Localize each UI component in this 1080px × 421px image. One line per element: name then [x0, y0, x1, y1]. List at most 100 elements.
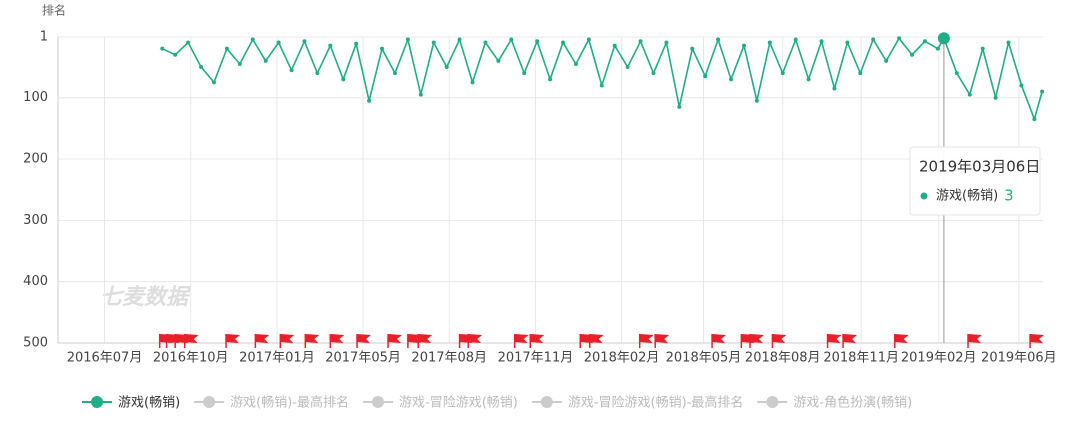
flag-cloth: [639, 334, 654, 343]
point: [211, 80, 216, 85]
point: [967, 92, 972, 97]
event-flag[interactable]: [842, 334, 858, 348]
point: [315, 71, 320, 76]
point: [496, 58, 501, 63]
point: [703, 74, 708, 79]
legend-item[interactable]: 游戏-冒险游戏(畅销): [363, 396, 518, 411]
point: [341, 77, 346, 82]
event-flag[interactable]: [387, 334, 403, 348]
event-flag[interactable]: [1029, 334, 1045, 348]
event-flag[interactable]: [967, 334, 983, 348]
marks: [160, 36, 1045, 122]
legend-item[interactable]: 游戏(畅销): [82, 396, 180, 411]
point: [690, 46, 695, 51]
x-tick-label: 2018年02月: [584, 351, 660, 366]
point: [250, 37, 255, 42]
tooltip-value: 3: [1004, 187, 1014, 205]
flag-cloth: [330, 334, 345, 343]
flag-cloth: [468, 334, 483, 343]
point: [858, 71, 863, 76]
point: [522, 71, 527, 76]
event-flag[interactable]: [467, 334, 483, 348]
legend-label: 游戏-冒险游戏(畅销): [399, 396, 518, 411]
point: [173, 52, 178, 57]
event-flag[interactable]: [749, 334, 764, 348]
event-flag[interactable]: [588, 334, 604, 348]
y-tick-label: 200: [23, 152, 48, 167]
legend-item[interactable]: 游戏-角色扮演(畅销): [757, 395, 912, 411]
legend-dot: [766, 396, 779, 408]
point: [780, 71, 785, 76]
point: [980, 46, 985, 51]
flag-cloth: [388, 334, 403, 343]
x-tick-label: 2018年11月: [823, 351, 899, 366]
event-flag[interactable]: [254, 334, 270, 348]
tooltip-series: 游戏(畅销): [936, 189, 998, 204]
point: [1019, 83, 1024, 88]
point: [237, 61, 242, 66]
point: [289, 68, 294, 73]
point: [444, 65, 449, 70]
point: [418, 92, 423, 97]
event-flag[interactable]: [654, 334, 670, 348]
x-tick-label: 2018年08月: [745, 351, 821, 366]
flag-cloth: [280, 334, 295, 343]
event-flag[interactable]: [513, 334, 529, 348]
legend-item[interactable]: 游戏(畅销)-最高排名: [194, 395, 349, 411]
event-flag[interactable]: [183, 334, 199, 348]
tooltip-box: [909, 146, 1041, 216]
point: [664, 40, 669, 45]
flag-cloth: [894, 334, 909, 343]
point: [716, 37, 721, 42]
point: [405, 37, 410, 42]
point: [793, 37, 798, 42]
flag-cloth: [530, 334, 545, 343]
point: [263, 58, 268, 63]
event-flag[interactable]: [329, 334, 345, 348]
point: [638, 39, 643, 44]
event-flag[interactable]: [638, 334, 654, 348]
point: [302, 39, 307, 44]
point: [457, 37, 462, 42]
flags: [158, 334, 1045, 348]
legend: 游戏(畅销) 游戏(畅销)-最高排名 游戏-冒险游戏(畅销) 游戏-冒险游戏(畅销)-…: [82, 395, 912, 411]
event-flag[interactable]: [771, 334, 787, 348]
event-flag[interactable]: [304, 334, 320, 348]
point: [884, 58, 889, 63]
point: [832, 86, 837, 91]
point: [548, 77, 553, 82]
flag-cloth: [418, 334, 433, 343]
legend-item[interactable]: 游戏-冒险游戏(畅销)-最高排名: [531, 395, 744, 411]
y-tick-label: 1: [40, 30, 48, 45]
x-tick-label: 2019年02月: [901, 351, 977, 366]
point: [845, 40, 850, 45]
event-flag[interactable]: [894, 334, 909, 348]
flag-cloth: [305, 334, 320, 343]
event-flag[interactable]: [711, 334, 727, 348]
watermark: 七麦数据: [100, 285, 192, 310]
flag-cloth: [514, 334, 529, 343]
event-flag[interactable]: [417, 334, 433, 348]
flag-cloth: [255, 334, 270, 343]
point: [625, 65, 630, 70]
event-flag[interactable]: [225, 334, 241, 348]
y-tick-label: 500: [23, 336, 48, 351]
event-flag[interactable]: [826, 334, 842, 348]
point: [993, 95, 998, 100]
point: [470, 80, 475, 85]
point: [199, 65, 204, 70]
point: [741, 43, 746, 48]
point: [354, 41, 359, 46]
flag-cloth: [843, 334, 858, 343]
flag-cloth: [712, 334, 727, 343]
point: [897, 36, 902, 41]
point: [806, 77, 811, 82]
point: [819, 39, 824, 44]
legend-dot: [540, 396, 553, 408]
series-line: [161, 37, 1043, 120]
flag-cloth: [749, 334, 764, 343]
event-flag[interactable]: [356, 334, 372, 348]
event-flag[interactable]: [279, 334, 295, 348]
event-flag[interactable]: [529, 334, 545, 348]
point: [276, 40, 281, 45]
